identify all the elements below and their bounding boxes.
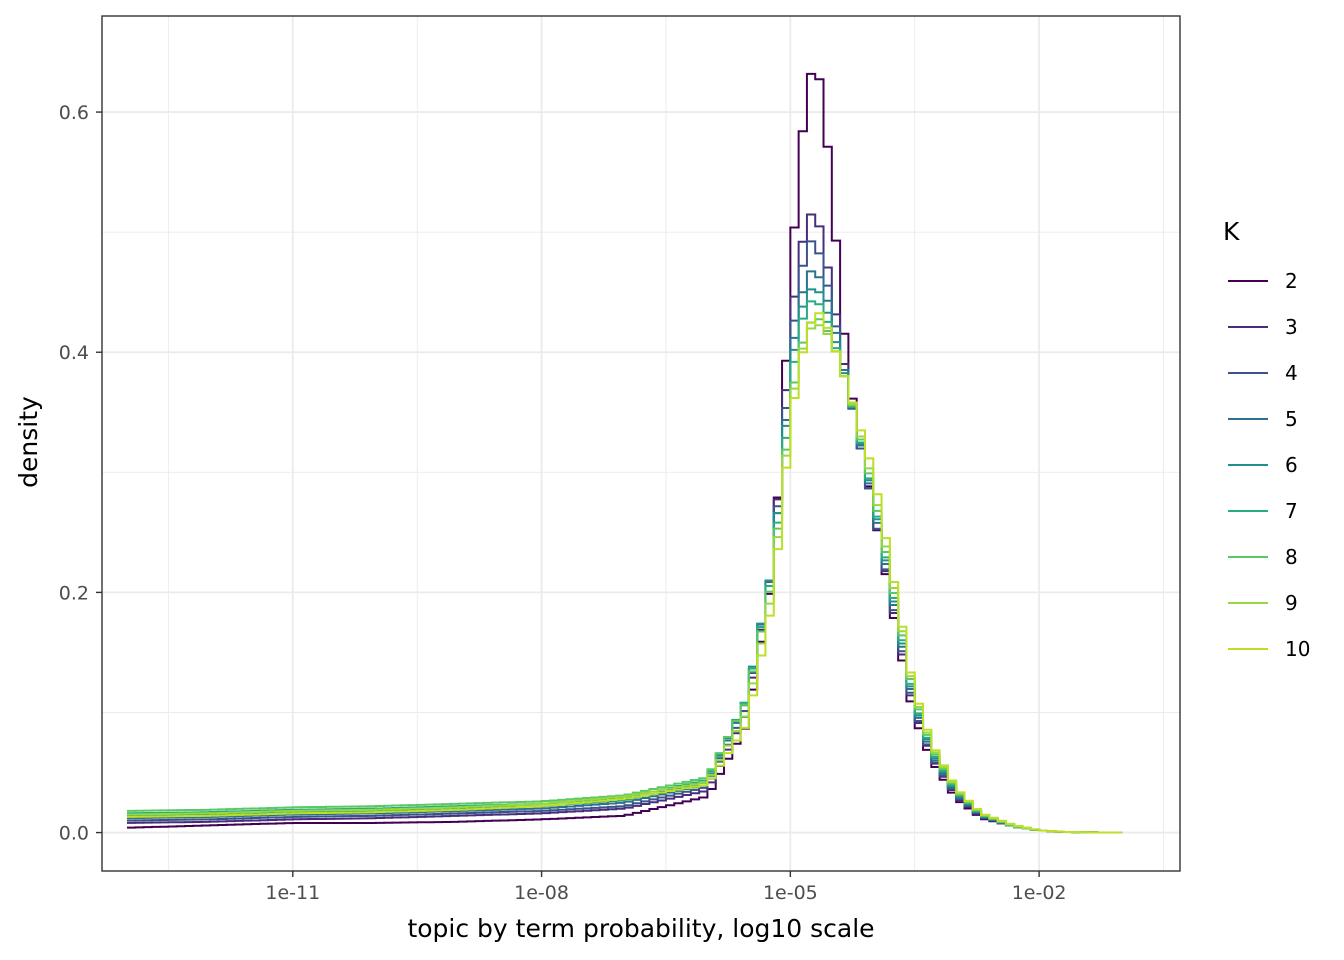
legend-label-k6: 6	[1285, 453, 1298, 477]
x-axis-ticks: 1e-11 1e-08 1e-05 1e-02	[265, 871, 1067, 904]
legend-label-k7: 7	[1285, 499, 1298, 523]
legend-title: K	[1223, 217, 1240, 246]
series-line-k10	[126, 312, 1123, 834]
y-tick-label: 0.0	[59, 823, 89, 845]
y-tick-label: 0.6	[59, 102, 89, 124]
legend-label-k5: 5	[1285, 407, 1298, 431]
legend-label-k2: 2	[1285, 269, 1298, 293]
legend-label-k8: 8	[1285, 545, 1298, 569]
y-tick-label: 0.4	[59, 342, 89, 364]
x-tick-label: 1e-08	[514, 882, 569, 904]
y-axis-ticks: 0.0 0.2 0.4 0.6	[59, 102, 102, 845]
series-line-k2	[126, 72, 1123, 834]
legend-label-k10: 10	[1285, 637, 1310, 661]
x-tick-label: 1e-05	[763, 882, 818, 904]
x-tick-label: 1e-11	[265, 882, 320, 904]
x-tick-label: 1e-02	[1012, 882, 1067, 904]
legend-items: 2 3 4 5 6 7 8 9 10	[1228, 269, 1310, 661]
legend: K 2 3 4 5 6 7 8 9 10	[1223, 217, 1310, 661]
legend-label-k3: 3	[1285, 315, 1298, 339]
legend-label-k4: 4	[1285, 361, 1298, 385]
panel-border	[101, 15, 1181, 872]
series-lines	[126, 72, 1123, 834]
legend-label-k9: 9	[1285, 591, 1298, 615]
y-axis-title: density	[14, 396, 43, 488]
y-tick-label: 0.2	[59, 582, 89, 604]
minor-gridlines	[102, 16, 1180, 871]
x-axis-title: topic by term probability, log10 scale	[407, 914, 874, 943]
